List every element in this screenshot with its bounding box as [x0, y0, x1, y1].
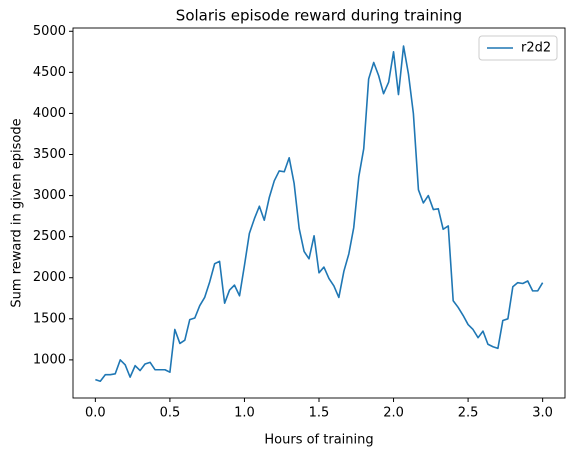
x-axis-label: Hours of training: [264, 433, 373, 448]
x-tick-label: 2.0: [383, 406, 404, 421]
y-tick-label: 5000: [33, 24, 66, 39]
legend-label: r2d2: [521, 41, 551, 56]
x-tick-label: 1.0: [234, 406, 255, 421]
y-tick-label: 4000: [33, 106, 66, 121]
y-tick-label: 2000: [33, 270, 66, 285]
y-tick-label: 4500: [33, 65, 66, 80]
y-axis-label: Sum reward in given episode: [10, 118, 25, 307]
x-tick-label: 0.0: [85, 406, 106, 421]
legend-box: [478, 35, 558, 61]
y-tick-label: 2500: [33, 229, 66, 244]
x-tick-label: 2.5: [458, 406, 479, 421]
y-tick-label: 1000: [33, 352, 66, 367]
x-tick-label: 3.0: [532, 406, 553, 421]
axes-frame: [72, 27, 566, 399]
x-tick-label: 1.5: [309, 406, 330, 421]
line-series: [95, 45, 544, 383]
chart-title: Solaris episode reward during training: [176, 7, 462, 25]
y-tick-label: 3000: [33, 188, 66, 203]
y-tick-label: 1500: [33, 311, 66, 326]
x-tick-label: 0.5: [160, 406, 181, 421]
y-tick-label: 3500: [33, 147, 66, 162]
